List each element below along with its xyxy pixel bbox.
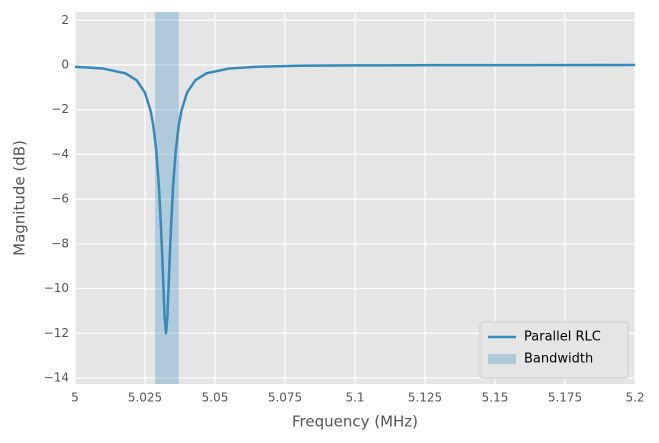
- y-tick-label: −12: [44, 326, 69, 340]
- y-tick-label: −8: [51, 236, 69, 250]
- y-tick-label: −10: [44, 281, 69, 295]
- y-tick-label: −2: [51, 102, 69, 116]
- y-tick-label: −4: [51, 147, 69, 161]
- x-tick-label: 5.025: [128, 391, 162, 405]
- x-tick-label: 5.1: [345, 391, 364, 405]
- legend-label: Parallel RLC: [524, 330, 601, 345]
- legend-label: Bandwidth: [524, 352, 593, 367]
- y-tick-label: 2: [61, 13, 69, 27]
- y-axis-label: Magnitude (dB): [11, 140, 29, 256]
- x-tick-label: 5.125: [408, 391, 442, 405]
- legend-swatch: [488, 354, 516, 364]
- legend: Parallel RLC Bandwidth: [479, 321, 629, 379]
- x-axis-label: Frequency (MHz): [292, 413, 418, 431]
- x-tick-label: 5.2: [625, 391, 644, 405]
- bandwidth-span: [155, 12, 179, 384]
- x-tick-label: 5.15: [482, 391, 509, 405]
- series-line: [74, 63, 636, 335]
- y-tick-label: −14: [44, 370, 69, 384]
- x-tick-label: 5.05: [202, 391, 229, 405]
- y-tick-label: 0: [61, 57, 69, 71]
- x-tick-label: 5.175: [548, 391, 582, 405]
- x-tick-label: 5: [71, 391, 79, 405]
- legend-box: [479, 321, 629, 379]
- y-tick-label: −6: [51, 192, 69, 206]
- x-tick-label: 5.075: [268, 391, 302, 405]
